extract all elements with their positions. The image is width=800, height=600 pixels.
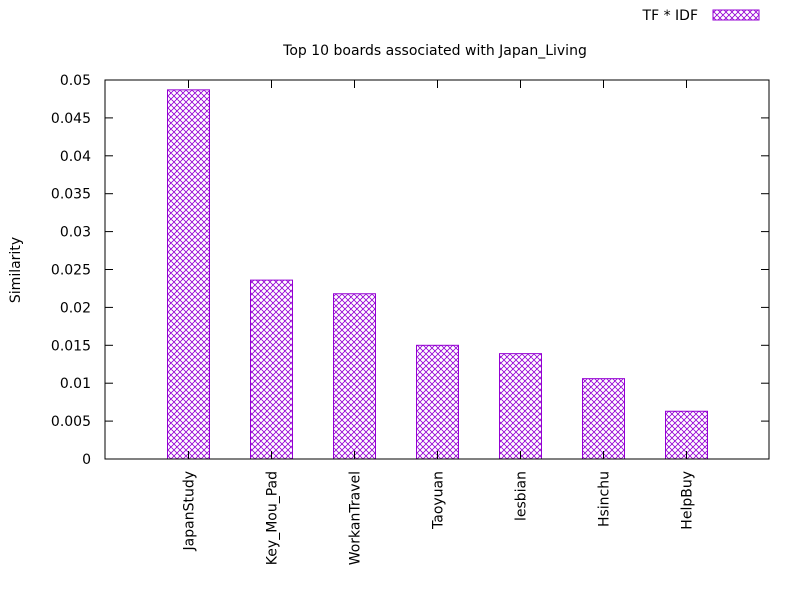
chart-title: Top 10 boards associated with Japan_Livi…	[282, 43, 587, 59]
y-tick-label: 0.03	[60, 225, 91, 241]
bar-japanstudy	[167, 89, 210, 460]
x-axis-labels: JapanStudy Key_Mou_Pad WorkanTravel Taoyuan…	[182, 471, 696, 565]
x-tick-label: Hsinchu	[597, 471, 613, 527]
plot-frame	[104, 79, 770, 460]
legend-label: TF * IDF	[642, 8, 698, 24]
y-tick-label: 0.025	[51, 263, 91, 279]
y-tick-label: 0.035	[51, 187, 91, 203]
x-tick-label: Taoyuan	[431, 471, 447, 530]
y-tick-label: 0	[82, 452, 91, 468]
bar-hsinchu	[582, 378, 625, 460]
x-tick-label: Key_Mou_Pad	[265, 471, 281, 565]
y-tick-label: 0.05	[60, 73, 91, 89]
legend-swatch	[712, 9, 760, 21]
y-tick-label: 0.04	[60, 149, 91, 165]
y-tick-label: 0.015	[51, 338, 91, 354]
y-axis-ticks: 0 0.005 0.01 0.015 0.02 0.025 0.03 0.035 0.04 0.0…	[51, 73, 769, 468]
y-tick-label: 0.045	[51, 111, 91, 127]
bar-taoyuan	[416, 344, 459, 460]
y-tick-label: 0.02	[60, 300, 91, 316]
x-tick-label: WorkanTravel	[348, 471, 364, 565]
bar-lesbian	[499, 353, 542, 460]
bars-group	[167, 80, 708, 460]
x-tick-label: JapanStudy	[182, 471, 198, 551]
x-tick-label: lesbian	[514, 471, 530, 521]
legend: TF * IDF	[642, 8, 760, 24]
y-tick-label: 0.005	[51, 414, 91, 430]
y-axis-label: Similarity	[8, 237, 24, 303]
x-tick-label: HelpBuy	[680, 471, 696, 530]
bar-key-mou-pad	[250, 279, 293, 460]
bar-workantravel	[333, 293, 376, 460]
y-tick-label: 0.01	[60, 376, 91, 392]
